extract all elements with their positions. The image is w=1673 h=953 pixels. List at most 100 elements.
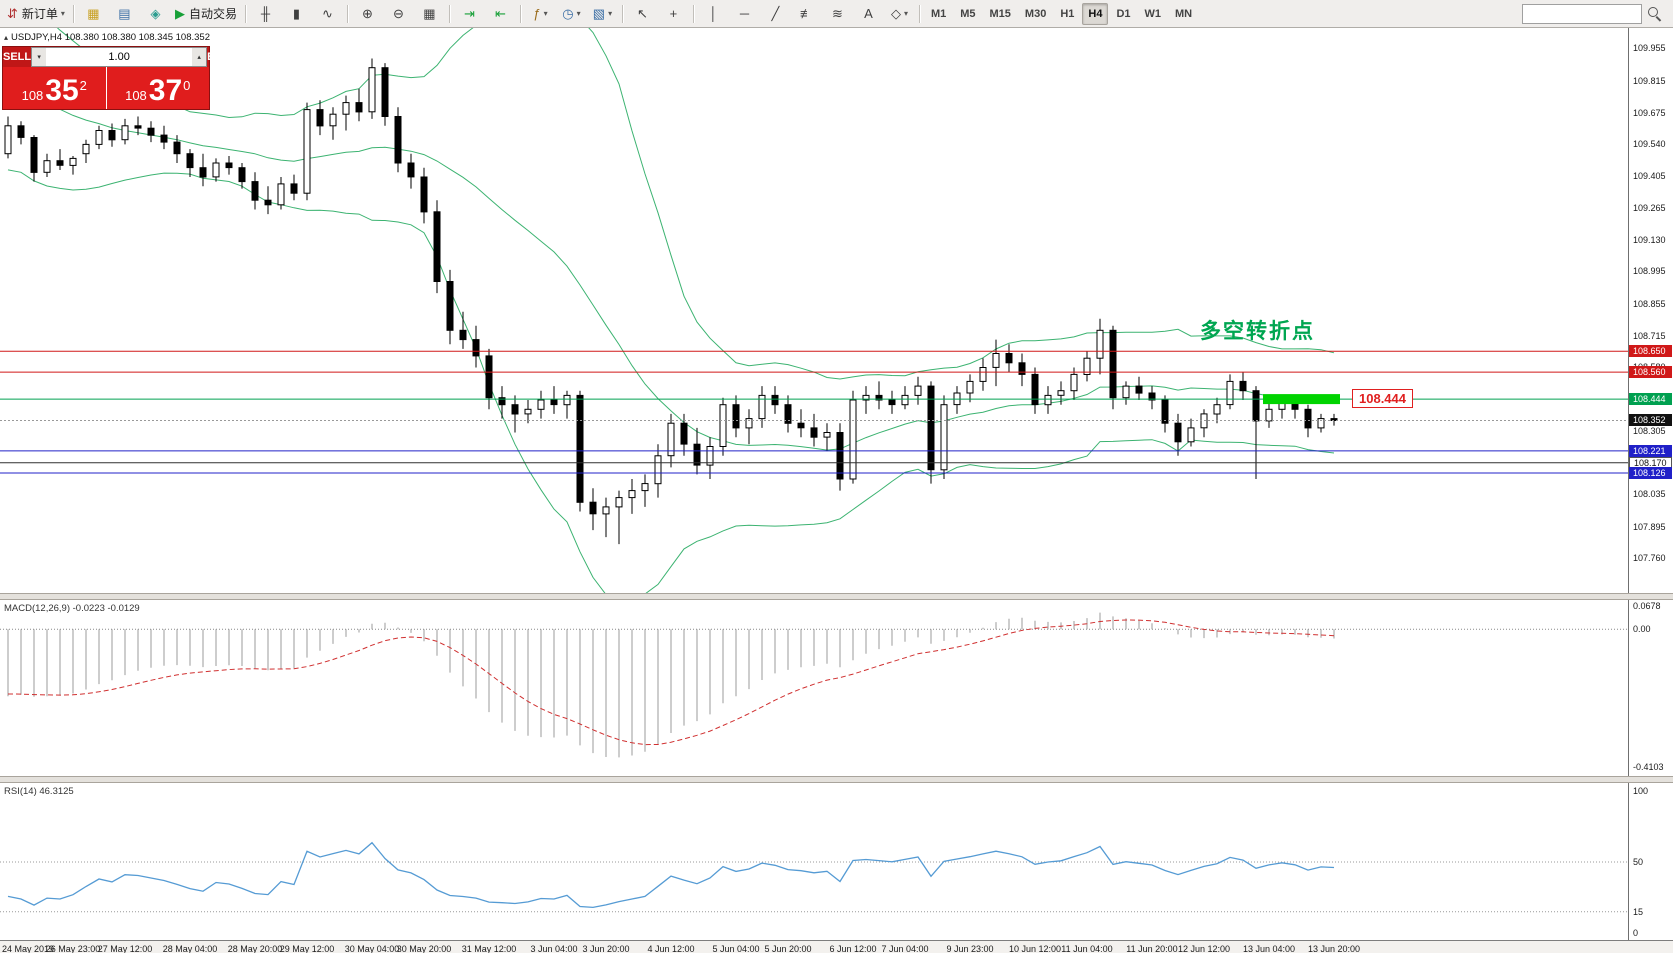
zoom-out-button[interactable]: ⊖ bbox=[383, 2, 414, 26]
panel-splitter[interactable] bbox=[0, 593, 1673, 600]
fibonacci-icon: ≢ bbox=[799, 6, 813, 21]
time-axis-label: 29 May 12:00 bbox=[279, 944, 335, 953]
price-line-badge: 108.221 bbox=[1629, 445, 1672, 457]
toolbar-separator bbox=[519, 4, 521, 23]
timeframe-d1-button[interactable]: D1 bbox=[1116, 7, 1131, 20]
navigator-button[interactable]: ◈ bbox=[140, 2, 171, 26]
timeframe-w1-button[interactable]: W1 bbox=[1144, 7, 1162, 20]
horizontal-line-icon: ─ bbox=[739, 6, 750, 21]
toolbar-separator bbox=[72, 4, 74, 23]
time-axis-label: 31 May 12:00 bbox=[461, 944, 517, 953]
macd-canvas[interactable] bbox=[0, 600, 1628, 776]
sell-price-big: 35 bbox=[45, 73, 79, 107]
rsi-canvas[interactable] bbox=[0, 783, 1628, 940]
trendline-icon: ╱ bbox=[771, 6, 780, 21]
sell-price[interactable]: 108 35 2 bbox=[3, 67, 106, 109]
collapse-panel-icon[interactable]: ▴ bbox=[4, 33, 9, 42]
chart-shift-button[interactable]: ⇤ bbox=[485, 2, 516, 26]
sell-price-base: 108 bbox=[21, 87, 44, 103]
volume-increase-button[interactable]: ▴ bbox=[192, 48, 207, 66]
candlestick-chart-button[interactable]: ▮ bbox=[281, 2, 312, 26]
auto-scroll-button[interactable]: ⇥ bbox=[454, 2, 485, 26]
price-axis-tick: 108.035 bbox=[1633, 489, 1666, 499]
buy-button[interactable]: BUY bbox=[207, 51, 231, 63]
periods-icon: ◷ bbox=[562, 6, 574, 21]
time-axis[interactable]: 24 May 2019 26 May 23:00 27 May 12:00 28 Ma… bbox=[0, 940, 1673, 953]
dropdown-arrow-icon: ▾ bbox=[576, 9, 581, 18]
timeframe-m15-button[interactable]: M15 bbox=[989, 7, 1011, 20]
text-button[interactable]: A bbox=[853, 2, 884, 26]
macd-scale[interactable]: 0.0678 0.00 -0.4103 bbox=[1628, 600, 1673, 776]
buy-price[interactable]: 108 37 0 bbox=[105, 67, 209, 109]
timeframe-mn-button[interactable]: MN bbox=[1175, 7, 1193, 20]
search-input[interactable] bbox=[1522, 3, 1642, 24]
vertical-line-button[interactable]: │ bbox=[698, 2, 729, 26]
bar-chart-button[interactable]: ╫ bbox=[250, 2, 281, 26]
price-line-badge: 108.560 bbox=[1629, 366, 1672, 378]
crosshair-button[interactable]: + bbox=[658, 2, 689, 26]
line-chart-button[interactable]: ∿ bbox=[312, 2, 343, 26]
time-axis-label: 28 May 20:00 bbox=[227, 944, 283, 953]
main-chart-canvas[interactable] bbox=[0, 28, 1628, 593]
price-scale[interactable]: 109.955 109.815 109.675 109.540 109.405 109.2… bbox=[1628, 28, 1673, 593]
timeframe-m30-button[interactable]: M30 bbox=[1024, 7, 1047, 20]
macd-axis-tick: -0.4103 bbox=[1633, 762, 1664, 772]
time-axis-label: 30 May 20:00 bbox=[396, 944, 452, 953]
time-axis-label: 3 Jun 04:00 bbox=[530, 944, 578, 953]
zoom-out-icon: ⊖ bbox=[393, 6, 404, 21]
market-watch-icon: ▤ bbox=[118, 6, 131, 21]
volume-decrease-button[interactable]: ▾ bbox=[32, 48, 47, 66]
rsi-label: RSI(14) 46.3125 bbox=[4, 786, 74, 797]
price-callout-label[interactable]: 108.444 bbox=[1352, 389, 1413, 408]
toolbar-separator bbox=[918, 4, 920, 23]
buy-price-base: 108 bbox=[125, 87, 147, 103]
volume-input[interactable] bbox=[46, 48, 193, 66]
macd-axis-tick: 0.0678 bbox=[1633, 601, 1661, 611]
autotrading-icon: ▶ bbox=[174, 6, 185, 21]
price-axis-tick: 108.995 bbox=[1633, 266, 1666, 276]
tile-windows-button[interactable]: ▦ bbox=[414, 2, 445, 26]
indicators-button[interactable]: ƒ ▾ bbox=[525, 2, 556, 26]
rsi-axis-tick: 15 bbox=[1633, 907, 1644, 917]
timeframe-m1-button[interactable]: M1 bbox=[930, 7, 947, 20]
time-axis-label: 30 May 04:00 bbox=[344, 944, 400, 953]
channel-button[interactable]: ≋ bbox=[822, 2, 853, 26]
time-axis-label: 4 Jun 12:00 bbox=[647, 944, 695, 953]
timeframe-m5-button[interactable]: M5 bbox=[960, 7, 976, 20]
crosshair-icon: + bbox=[669, 6, 678, 21]
autotrading-button[interactable]: ▶ 自动交易 bbox=[171, 2, 241, 26]
arrows-icon: ◇ bbox=[890, 6, 901, 21]
cursor-button[interactable]: ↖ bbox=[627, 2, 658, 26]
rsi-axis-tick: 0 bbox=[1633, 928, 1639, 938]
bar-chart-icon: ╫ bbox=[260, 6, 271, 21]
horizontal-line-button[interactable]: ─ bbox=[729, 2, 760, 26]
trendline-button[interactable]: ╱ bbox=[760, 2, 791, 26]
zoom-in-icon: ⊕ bbox=[362, 6, 373, 21]
candlestick-chart-icon: ▮ bbox=[292, 6, 301, 21]
periods-button[interactable]: ◷ ▾ bbox=[556, 2, 587, 26]
zoom-in-button[interactable]: ⊕ bbox=[352, 2, 383, 26]
rsi-scale[interactable]: 100 50 15 0 bbox=[1628, 783, 1673, 940]
time-axis-label: 12 Jun 12:00 bbox=[1177, 944, 1231, 953]
fibonacci-button[interactable]: ≢ bbox=[791, 2, 822, 26]
search-icon[interactable] bbox=[1647, 6, 1662, 21]
charts-button[interactable]: ▦ bbox=[78, 2, 109, 26]
chart-shift-icon: ⇤ bbox=[495, 6, 506, 21]
price-line-badge: 108.126 bbox=[1629, 467, 1672, 479]
buy-price-sup: 0 bbox=[183, 78, 191, 93]
panel-splitter[interactable] bbox=[0, 776, 1673, 783]
market-watch-button[interactable]: ▤ bbox=[109, 2, 140, 26]
timeframe-h4-button[interactable]: H4 bbox=[1082, 2, 1109, 25]
price-axis-tick: 108.305 bbox=[1633, 426, 1666, 436]
timeframe-h1-button[interactable]: H1 bbox=[1060, 7, 1075, 20]
price-line-badge: 108.444 bbox=[1629, 393, 1672, 405]
new-order-button[interactable]: ⇵ 新订单 ▾ bbox=[3, 2, 69, 26]
chart-annotation-text[interactable]: 多空转折点 bbox=[1200, 320, 1315, 343]
templates-button[interactable]: ▧ ▾ bbox=[587, 2, 618, 26]
price-axis-tick: 109.540 bbox=[1633, 139, 1666, 149]
navigator-icon: ◈ bbox=[150, 6, 161, 21]
arrows-button[interactable]: ◇ ▾ bbox=[884, 2, 915, 26]
auto-scroll-icon: ⇥ bbox=[464, 6, 475, 21]
sell-button[interactable]: SELL bbox=[3, 51, 32, 63]
